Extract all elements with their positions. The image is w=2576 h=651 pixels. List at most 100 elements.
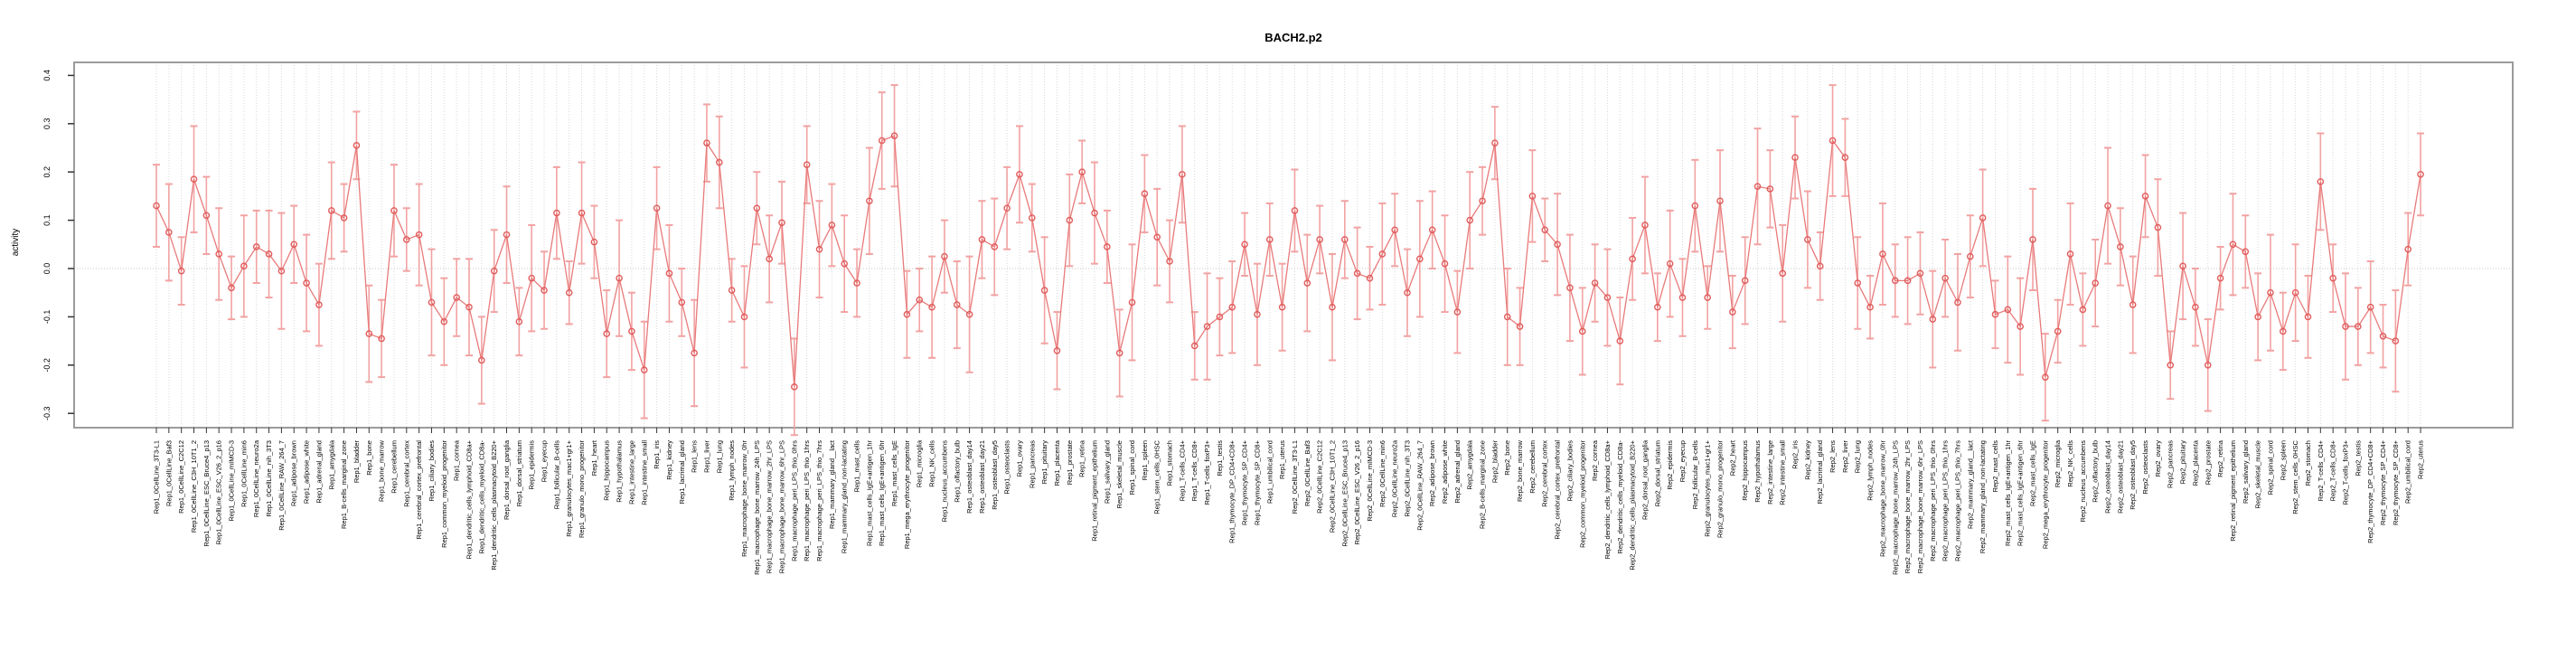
data-point (1779, 269, 1786, 278)
data-point (1115, 349, 1123, 357)
x-tick-label: Rep2_osteoclasts (2141, 440, 2149, 495)
data-point (1791, 154, 1799, 161)
x-tick-label: Rep2_hypothalamus (1753, 440, 1762, 503)
x-tick-label: Rep2_mega_erythrocyte_progenitor (2041, 440, 2049, 550)
x-tick-label: Rep1_0CellLine_Baf3 (165, 440, 173, 506)
data-point (2329, 274, 2336, 282)
data-point (503, 231, 511, 239)
data-point (2167, 361, 2175, 369)
series-line (155, 135, 2421, 387)
x-tick-label: Rep1_lung (715, 440, 723, 473)
data-point (1741, 277, 1749, 285)
x-tick-label: Rep1_stomach (1166, 440, 1174, 486)
y-tick-label: 0.2 (42, 166, 52, 178)
data-point (390, 207, 398, 214)
x-tick-label: Rep2_0CellLine_Baf3 (1303, 440, 1312, 506)
gridlines (74, 62, 2513, 428)
y-tick-label: 0.3 (42, 118, 52, 130)
x-tick-label: Rep2_retinal_pigment_epithelium (2229, 440, 2237, 542)
data-point (1904, 277, 1912, 285)
data-point (1278, 303, 1286, 311)
x-tick-label: Rep1_retina (1078, 439, 1086, 477)
data-point (1316, 236, 1323, 243)
x-tick-label: Rep1_dendritic_cells_plasmacytoid_B220+ (490, 439, 498, 570)
x-tick-label: Rep1_0CellLine_ESC_V26_2_p16 (215, 440, 223, 545)
data-point (1729, 308, 1736, 316)
x-tick-label: Rep1_cerebral_cortex (402, 440, 410, 507)
data-point (665, 269, 673, 278)
data-point (1040, 287, 1048, 294)
data-point (965, 310, 973, 318)
y-tick-label: 0.4 (42, 70, 52, 81)
x-tick-label: Rep1_iris (653, 440, 661, 469)
data-point (1691, 202, 1699, 210)
data-point (1428, 226, 1436, 234)
x-tick-label: Rep1_mast_cells_IgE (890, 440, 898, 506)
x-tick-label: Rep1_common_myeloid_progenitor (440, 440, 448, 548)
x-tick-label: Rep1_adipose_brown (290, 440, 298, 506)
data-point (1391, 226, 1398, 234)
data-point (1329, 303, 1336, 311)
x-tick-label: Rep2_0CellLine_C2C12 (1316, 440, 1324, 514)
data-point (277, 267, 286, 275)
x-tick-label: Rep2_bone_marrow (1516, 439, 1524, 502)
data-point (1078, 168, 1086, 175)
x-tick-label: Rep1_salivary_gland (1103, 440, 1111, 504)
data-point (165, 229, 173, 236)
data-point (2317, 178, 2325, 185)
data-point (315, 301, 323, 308)
data-point (1854, 279, 1862, 287)
data-point (2417, 171, 2424, 178)
data-point (465, 303, 473, 311)
data-point (640, 366, 648, 373)
data-point (791, 383, 798, 391)
x-tick-label: Rep1_cerebellum (390, 440, 398, 494)
plot-box (73, 61, 2514, 429)
data-point (365, 330, 373, 337)
chart-title: BACH2.p2 (1264, 31, 1322, 44)
x-tick-label: Rep1_lacrimal_gland (678, 440, 686, 504)
x-tick-label: Rep1_T-cells_foxP3+ (1203, 439, 1211, 505)
data-point (1029, 214, 1036, 222)
data-point (1816, 262, 1824, 270)
data-point (1528, 193, 1537, 200)
data-point (202, 212, 211, 220)
data-point (2254, 313, 2261, 321)
data-point (1516, 323, 1524, 330)
x-tick-label: Rep2_bladder (1490, 440, 1499, 484)
data-point (1416, 255, 1424, 263)
data-point (478, 356, 485, 364)
data-point (1479, 197, 1486, 205)
data-point (1353, 269, 1361, 278)
data-point (753, 204, 761, 212)
data-point (2267, 288, 2274, 297)
data-point (1966, 252, 1974, 260)
data-point (327, 207, 335, 214)
x-tick-label: Rep2_pancreas (2167, 440, 2175, 488)
x-tick-label: Rep2_amygdala (1466, 439, 1474, 489)
data-point (2141, 193, 2149, 200)
x-tick-label: Rep2_cerebral_cortex_prefrontal (1554, 440, 1562, 540)
x-tick-label: Rep1_thymocyte_SP_CD8+ (1253, 439, 1261, 525)
x-tick-label: Rep2_nucleus_accumbens (2079, 440, 2087, 523)
data-point (2279, 327, 2287, 335)
x-tick-label: Rep1_mast_cells_IgE+antigen_1hr (865, 439, 873, 545)
data-point (728, 287, 736, 294)
data-point (2066, 250, 2074, 258)
data-point (2404, 245, 2411, 253)
data-point (1678, 294, 1687, 301)
x-tick-label: Rep2_cerebellum (1528, 440, 1537, 494)
x-tick-label: Rep2_hippocampus (1741, 440, 1749, 501)
x-tick-label: Rep1_dorsal_root_ganglia (503, 439, 511, 520)
x-tick-label: Rep1_nucleus_accumbens (940, 440, 948, 523)
data-point (1979, 214, 1987, 222)
data-point (2017, 323, 2024, 330)
x-tick-label: Rep1_0CellLine_3T3-L1 (153, 440, 161, 514)
x-tick-label: Rep2_macrophage_bone_marrow_24h_LPS (1891, 440, 1899, 575)
x-tick-label: Rep1_hypothalamus (616, 440, 624, 503)
data-point (440, 317, 448, 326)
data-point (553, 209, 560, 217)
x-tick-label: Rep1_dorsal_striatum (515, 440, 523, 506)
data-point (866, 197, 873, 205)
x-tick-label: Rep2_adipose_brown (1428, 440, 1436, 506)
